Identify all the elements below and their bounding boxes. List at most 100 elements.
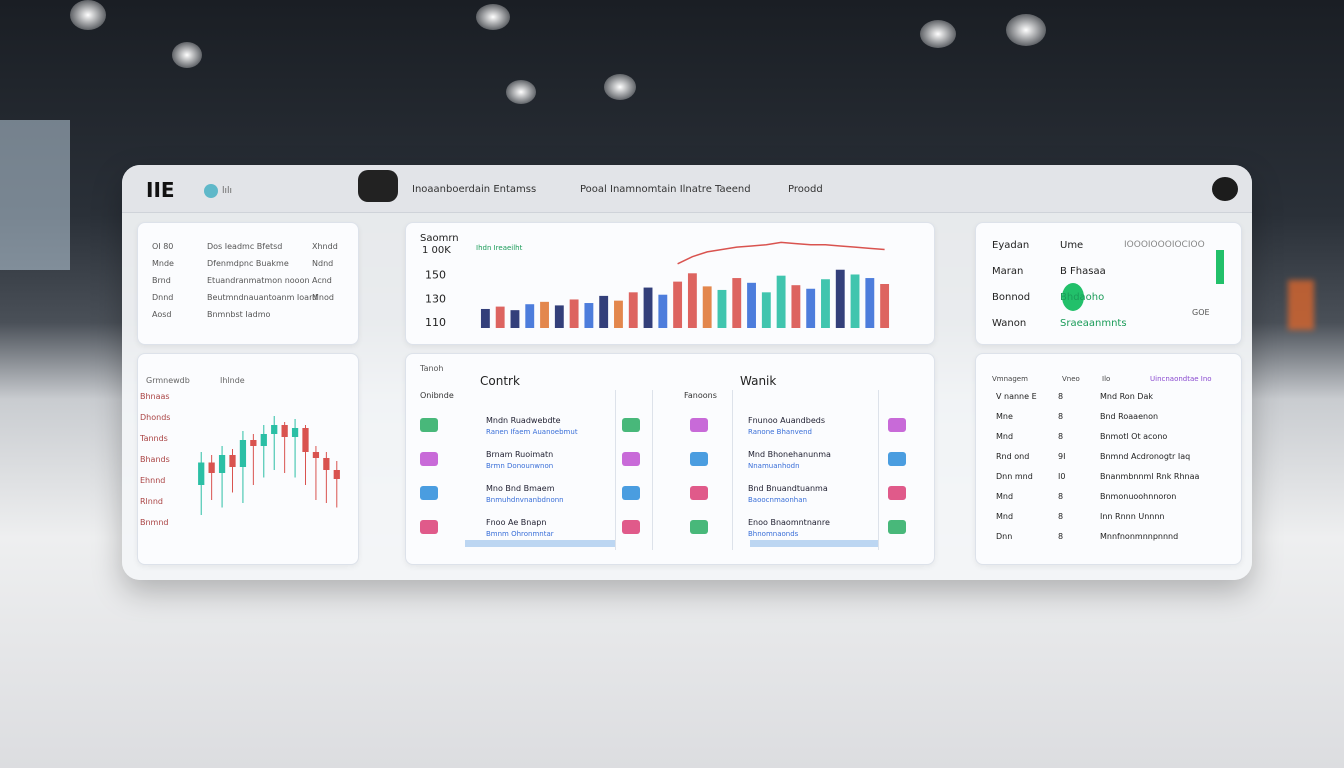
nav-link: Inoaanboerdain Entamss	[412, 184, 537, 195]
bar	[540, 301, 549, 328]
contact-icon[interactable]	[622, 418, 640, 432]
row-label: Bnmnd	[140, 518, 169, 527]
card-title: Wanik	[740, 374, 777, 388]
divider	[615, 390, 616, 550]
row-label: Tannds	[140, 434, 168, 443]
contact-icon[interactable]	[888, 452, 906, 466]
contact-icon[interactable]	[420, 418, 438, 432]
contact-name: Fnoo Ae Bnapn	[486, 518, 547, 527]
scrollbar	[750, 540, 878, 547]
contact-icon[interactable]	[420, 452, 438, 466]
bar	[850, 274, 860, 328]
contact-icon[interactable]	[888, 486, 906, 500]
header-bar	[122, 165, 1252, 213]
y-tick-label: 130	[425, 292, 446, 305]
contact-name: Mnd Bhonehanunma	[748, 450, 831, 459]
contact-detail: Ranone Bhanvend	[748, 428, 812, 436]
card	[405, 222, 935, 345]
row-label: Bhnaas	[140, 392, 170, 401]
bar	[880, 284, 890, 328]
card-label: Tanoh	[420, 364, 444, 373]
candle-body	[271, 425, 278, 434]
table-cell: 8	[1058, 392, 1064, 401]
card	[975, 353, 1242, 565]
table-cell: Mnd	[996, 512, 1014, 521]
kpi-label: Eyadan	[992, 240, 1030, 251]
kpi-label: Maran	[992, 266, 1024, 277]
ceiling-light	[172, 42, 202, 68]
kpi-value: B Fhasaa	[1060, 266, 1106, 277]
contact-icon[interactable]	[690, 486, 708, 500]
bar	[628, 292, 638, 328]
row-text: Beutmndnauantoanm Ioard	[207, 293, 318, 302]
table-cell: V nanne E	[996, 392, 1037, 401]
bar	[599, 295, 609, 328]
table-cell: Mnnfnonmnnpnnnd	[1100, 532, 1179, 541]
logo-text: IIE	[146, 178, 175, 202]
contact-icon[interactable]	[420, 520, 438, 534]
candle-body	[208, 462, 215, 473]
table-cell: Mnd Ron Dak	[1100, 392, 1153, 401]
row-text: OI 80	[152, 242, 174, 251]
contact-detail: Bnmuhdnvnanbdnonn	[486, 496, 564, 504]
contact-detail: Brmn Donounwnon	[486, 462, 554, 470]
table-head: Uincnaondtae Ino	[1150, 375, 1212, 383]
divider	[652, 390, 653, 550]
logo-icon[interactable]	[358, 170, 398, 202]
y-tick-label: 110	[425, 316, 446, 329]
ceiling-light	[604, 74, 636, 100]
ceiling-light	[920, 20, 956, 48]
card	[137, 353, 359, 565]
table-cell: Mne	[996, 412, 1013, 421]
row-text: Mnde	[152, 259, 174, 268]
candle-body	[302, 428, 309, 452]
candle-body	[323, 458, 330, 470]
contact-icon[interactable]	[690, 520, 708, 534]
contact-detail: Nnamuanhodn	[748, 462, 800, 470]
bar	[717, 289, 727, 328]
axis-unit: 1 00K	[422, 245, 451, 256]
table-cell: Dnn	[996, 532, 1013, 541]
contact-icon[interactable]	[690, 452, 708, 466]
row-text: Dos Ieadmc Bfetsd	[207, 242, 283, 251]
status-bar	[1216, 250, 1224, 284]
row-label: Dhonds	[140, 413, 171, 422]
contact-icon[interactable]	[420, 486, 438, 500]
row-label: Bhands	[140, 455, 170, 464]
contact-icon[interactable]	[888, 418, 906, 432]
column-head: Onibnde	[420, 391, 454, 400]
bar	[687, 273, 697, 328]
table-cell: 8	[1058, 492, 1064, 501]
card-title: Grmnewdb	[146, 376, 190, 385]
ceiling-light	[506, 80, 536, 104]
contact-icon[interactable]	[622, 486, 640, 500]
bar	[643, 287, 653, 328]
bar	[865, 278, 875, 328]
row-text: Etuandranmatmon nooon	[207, 276, 310, 285]
bar	[495, 306, 505, 328]
contact-name: Fnunoo Auandbeds	[748, 416, 825, 425]
contact-name: Enoo Bnaomntnanre	[748, 518, 830, 527]
card	[405, 353, 935, 565]
table-cell: Mnd	[996, 492, 1014, 501]
line	[677, 241, 885, 265]
candle-body	[198, 462, 205, 485]
badge-text: lılı	[222, 186, 233, 196]
contact-detail: Bhnomnaonds	[748, 530, 799, 538]
card	[137, 222, 359, 345]
table-cell: Bnanmbnnml Rnk Rhnaa	[1100, 472, 1200, 481]
contact-icon[interactable]	[622, 520, 640, 534]
candle-body	[312, 452, 320, 458]
contact-name: Bnd Bnuandtuanma	[748, 484, 828, 493]
ceiling-light	[476, 4, 510, 30]
profile-icon[interactable]	[1212, 177, 1238, 201]
bar	[747, 282, 756, 328]
candle-body	[260, 434, 267, 446]
contact-icon[interactable]	[622, 452, 640, 466]
row-text: Xhndd	[312, 242, 338, 251]
contact-icon[interactable]	[888, 520, 906, 534]
table-cell: Rnd ond	[996, 452, 1030, 461]
contact-icon[interactable]	[690, 418, 708, 432]
divider	[732, 390, 733, 550]
row-text: Aosd	[152, 310, 172, 319]
